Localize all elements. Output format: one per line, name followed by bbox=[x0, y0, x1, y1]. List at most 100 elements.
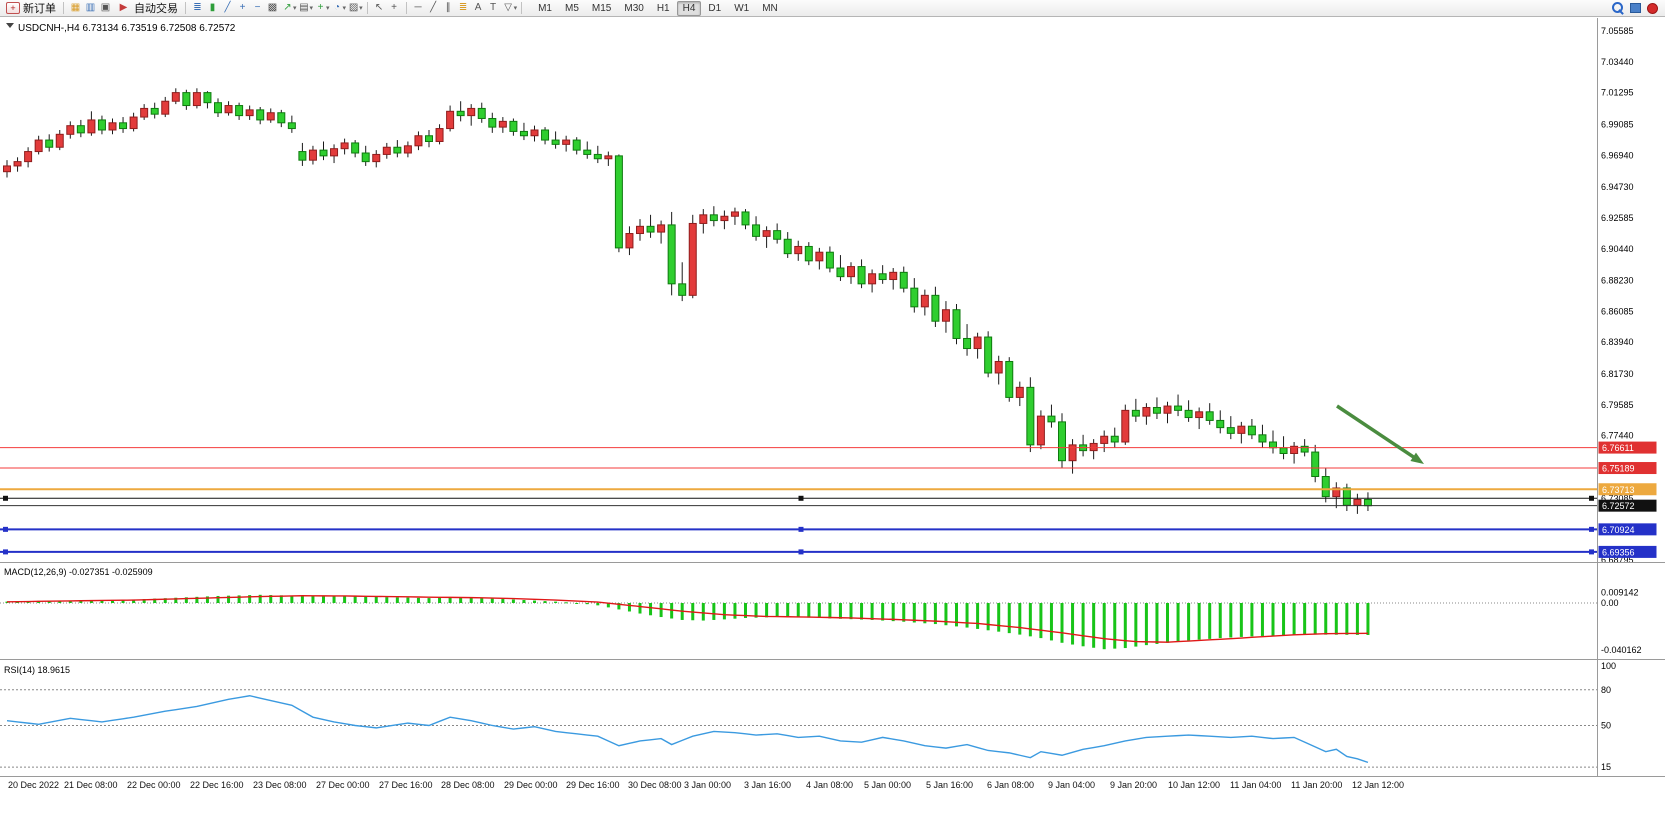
svg-text:6.83940: 6.83940 bbox=[1601, 337, 1634, 347]
new-window-icon[interactable]: ▣ bbox=[100, 2, 111, 13]
new-order-label: 新订单 bbox=[23, 3, 56, 15]
toolbar-separator bbox=[185, 2, 186, 14]
chevron-down-icon[interactable]: ▾ bbox=[513, 5, 518, 12]
label-tool-icon[interactable]: T bbox=[490, 2, 497, 13]
svg-text:5 Jan 16:00: 5 Jan 16:00 bbox=[926, 780, 973, 790]
candlestick-chart-icon[interactable]: ▮ bbox=[209, 2, 216, 13]
chart-header: USDCNH-,H4 6.73134 6.73519 6.72508 6.725… bbox=[6, 23, 236, 34]
svg-text:80: 80 bbox=[1601, 685, 1611, 695]
svg-text:6.86085: 6.86085 bbox=[1601, 306, 1634, 316]
svg-text:-0.040162: -0.040162 bbox=[1601, 645, 1642, 655]
trendline-icon[interactable]: ╱ bbox=[430, 2, 437, 13]
tf-m1[interactable]: M1 bbox=[538, 2, 552, 14]
search-icon[interactable] bbox=[1612, 2, 1624, 14]
tf-h1[interactable]: H1 bbox=[656, 2, 670, 14]
svg-text:9 Jan 20:00: 9 Jan 20:00 bbox=[1110, 780, 1157, 790]
svg-text:6.88230: 6.88230 bbox=[1601, 276, 1634, 286]
templates-icon[interactable]: ▨ bbox=[348, 2, 359, 13]
svg-text:9 Jan 04:00: 9 Jan 04:00 bbox=[1048, 780, 1095, 790]
profiles-icon[interactable]: ▦ bbox=[70, 2, 81, 13]
fibonacci-icon[interactable]: ≣ bbox=[458, 2, 468, 13]
svg-text:11 Jan 04:00: 11 Jan 04:00 bbox=[1230, 780, 1281, 790]
svg-text:4 Jan 08:00: 4 Jan 08:00 bbox=[806, 780, 853, 790]
svg-text:29 Dec 16:00: 29 Dec 16:00 bbox=[566, 780, 620, 790]
candles-layer[interactable] bbox=[3, 88, 1372, 514]
arrow-annotation[interactable] bbox=[1336, 404, 1424, 464]
tf-d1[interactable]: D1 bbox=[708, 2, 722, 14]
svg-text:3 Jan 00:00: 3 Jan 00:00 bbox=[684, 780, 731, 790]
svg-text:6.79585: 6.79585 bbox=[1601, 400, 1634, 410]
svg-text:6.81730: 6.81730 bbox=[1601, 369, 1634, 379]
indicators-icon[interactable]: ↗ bbox=[283, 2, 292, 13]
tf-m5[interactable]: M5 bbox=[565, 2, 579, 14]
price-scale[interactable]: 7.05585 7.03440 7.01295 6.99085 6.96940 6.947… bbox=[1597, 18, 1657, 777]
svg-text:6.69356: 6.69356 bbox=[1602, 547, 1635, 557]
svg-text:6.77440: 6.77440 bbox=[1601, 431, 1634, 441]
svg-text:6.90440: 6.90440 bbox=[1601, 244, 1634, 254]
svg-text:MACD(12,26,9) -0.027351 -0.025: MACD(12,26,9) -0.027351 -0.025909 bbox=[4, 567, 153, 577]
crosshair-icon[interactable]: + bbox=[391, 2, 397, 13]
tf-m15[interactable]: M15 bbox=[591, 2, 612, 14]
bar-chart-icon[interactable]: ≣ bbox=[193, 2, 202, 13]
svg-text:10 Jan 12:00: 10 Jan 12:00 bbox=[1168, 780, 1220, 790]
cursor-icon[interactable]: ↖ bbox=[374, 2, 384, 13]
toolbar-right bbox=[1612, 2, 1662, 14]
svg-text:15: 15 bbox=[1601, 762, 1611, 772]
chevron-down-icon[interactable]: ▾ bbox=[359, 5, 363, 12]
svg-text:6.99085: 6.99085 bbox=[1601, 119, 1634, 129]
autotrading-button[interactable]: ▶ 自动交易 bbox=[113, 1, 181, 16]
svg-text:27 Dec 16:00: 27 Dec 16:00 bbox=[379, 780, 433, 790]
tf-m30[interactable]: M30 bbox=[624, 2, 644, 14]
macd-panel[interactable]: MACD(12,26,9) -0.027351 -0.025909 0.00914… bbox=[0, 567, 1642, 655]
svg-text:3 Jan 16:00: 3 Jan 16:00 bbox=[744, 780, 791, 790]
autotrading-icon: ▶ bbox=[119, 2, 128, 13]
svg-text:100: 100 bbox=[1601, 661, 1616, 671]
timeframe-toolbar: M1 M5 M15 M30 H1 H4 D1 W1 MN bbox=[532, 0, 784, 16]
svg-text:6.68795: 6.68795 bbox=[1601, 555, 1634, 565]
new-order-button[interactable]: + 新订单 bbox=[3, 1, 59, 16]
svg-text:30 Dec 08:00: 30 Dec 08:00 bbox=[628, 780, 682, 790]
toolbar-separator bbox=[405, 2, 407, 14]
svg-text:6.96940: 6.96940 bbox=[1601, 150, 1634, 160]
svg-text:USDCNH-,H4 6.73134 6.73519 6.7: USDCNH-,H4 6.73134 6.73519 6.72508 6.725… bbox=[18, 23, 236, 34]
time-axis[interactable]: 20 Dec 2022 21 Dec 08:00 22 Dec 00:00 22 De… bbox=[8, 780, 1404, 790]
charts-icon[interactable]: ▥ bbox=[85, 2, 96, 13]
add-object-icon[interactable]: + bbox=[317, 2, 324, 13]
alert-icon[interactable] bbox=[1647, 2, 1658, 14]
svg-text:28 Dec 08:00: 28 Dec 08:00 bbox=[441, 780, 495, 790]
chevron-down-icon[interactable]: ▾ bbox=[309, 5, 314, 12]
toolbar-separator bbox=[63, 2, 64, 14]
svg-text:6.76611: 6.76611 bbox=[1602, 443, 1634, 453]
chevron-down-icon[interactable]: ▾ bbox=[342, 5, 347, 12]
text-tool-icon[interactable]: A bbox=[474, 2, 482, 13]
svg-text:27 Dec 00:00: 27 Dec 00:00 bbox=[316, 780, 370, 790]
zoom-out-icon[interactable]: − bbox=[254, 2, 261, 13]
svg-text:7.01295: 7.01295 bbox=[1601, 88, 1634, 98]
svg-text:6.94730: 6.94730 bbox=[1601, 182, 1634, 192]
svg-text:0.009142: 0.009142 bbox=[1601, 587, 1639, 597]
tf-w1[interactable]: W1 bbox=[734, 2, 750, 14]
svg-text:29 Dec 00:00: 29 Dec 00:00 bbox=[504, 780, 558, 790]
svg-text:22 Dec 16:00: 22 Dec 16:00 bbox=[190, 780, 244, 790]
shapes-icon[interactable]: ▽ bbox=[504, 2, 512, 13]
line-chart-icon[interactable]: ╱ bbox=[224, 2, 231, 13]
svg-text:7.05585: 7.05585 bbox=[1601, 26, 1634, 36]
svg-text:7.03440: 7.03440 bbox=[1601, 57, 1634, 67]
zoom-in-icon[interactable]: + bbox=[239, 2, 246, 13]
tile-windows-icon[interactable]: ▩ bbox=[267, 2, 278, 13]
svg-text:12 Jan 12:00: 12 Jan 12:00 bbox=[1352, 780, 1404, 790]
period-icon[interactable]: ◔ bbox=[334, 2, 341, 13]
indicator-windows-icon[interactable]: ▤ bbox=[299, 2, 309, 13]
channel-icon[interactable]: ∥ bbox=[445, 2, 451, 13]
horizontal-line-icon[interactable]: ─ bbox=[414, 2, 422, 13]
tf-mn[interactable]: MN bbox=[762, 2, 778, 14]
rsi-panel[interactable]: 100 80 50 15 RSI(14) 18.9615 bbox=[0, 661, 1616, 772]
chevron-down-icon[interactable]: ▾ bbox=[326, 5, 330, 12]
window-icon[interactable] bbox=[1630, 3, 1641, 13]
hlines-layer[interactable] bbox=[0, 447, 1597, 555]
tf-h4[interactable]: H4 bbox=[676, 0, 702, 16]
chevron-down-icon[interactable]: ▾ bbox=[293, 5, 297, 12]
new-order-icon: + bbox=[6, 2, 20, 14]
svg-text:22 Dec 00:00: 22 Dec 00:00 bbox=[127, 780, 181, 790]
